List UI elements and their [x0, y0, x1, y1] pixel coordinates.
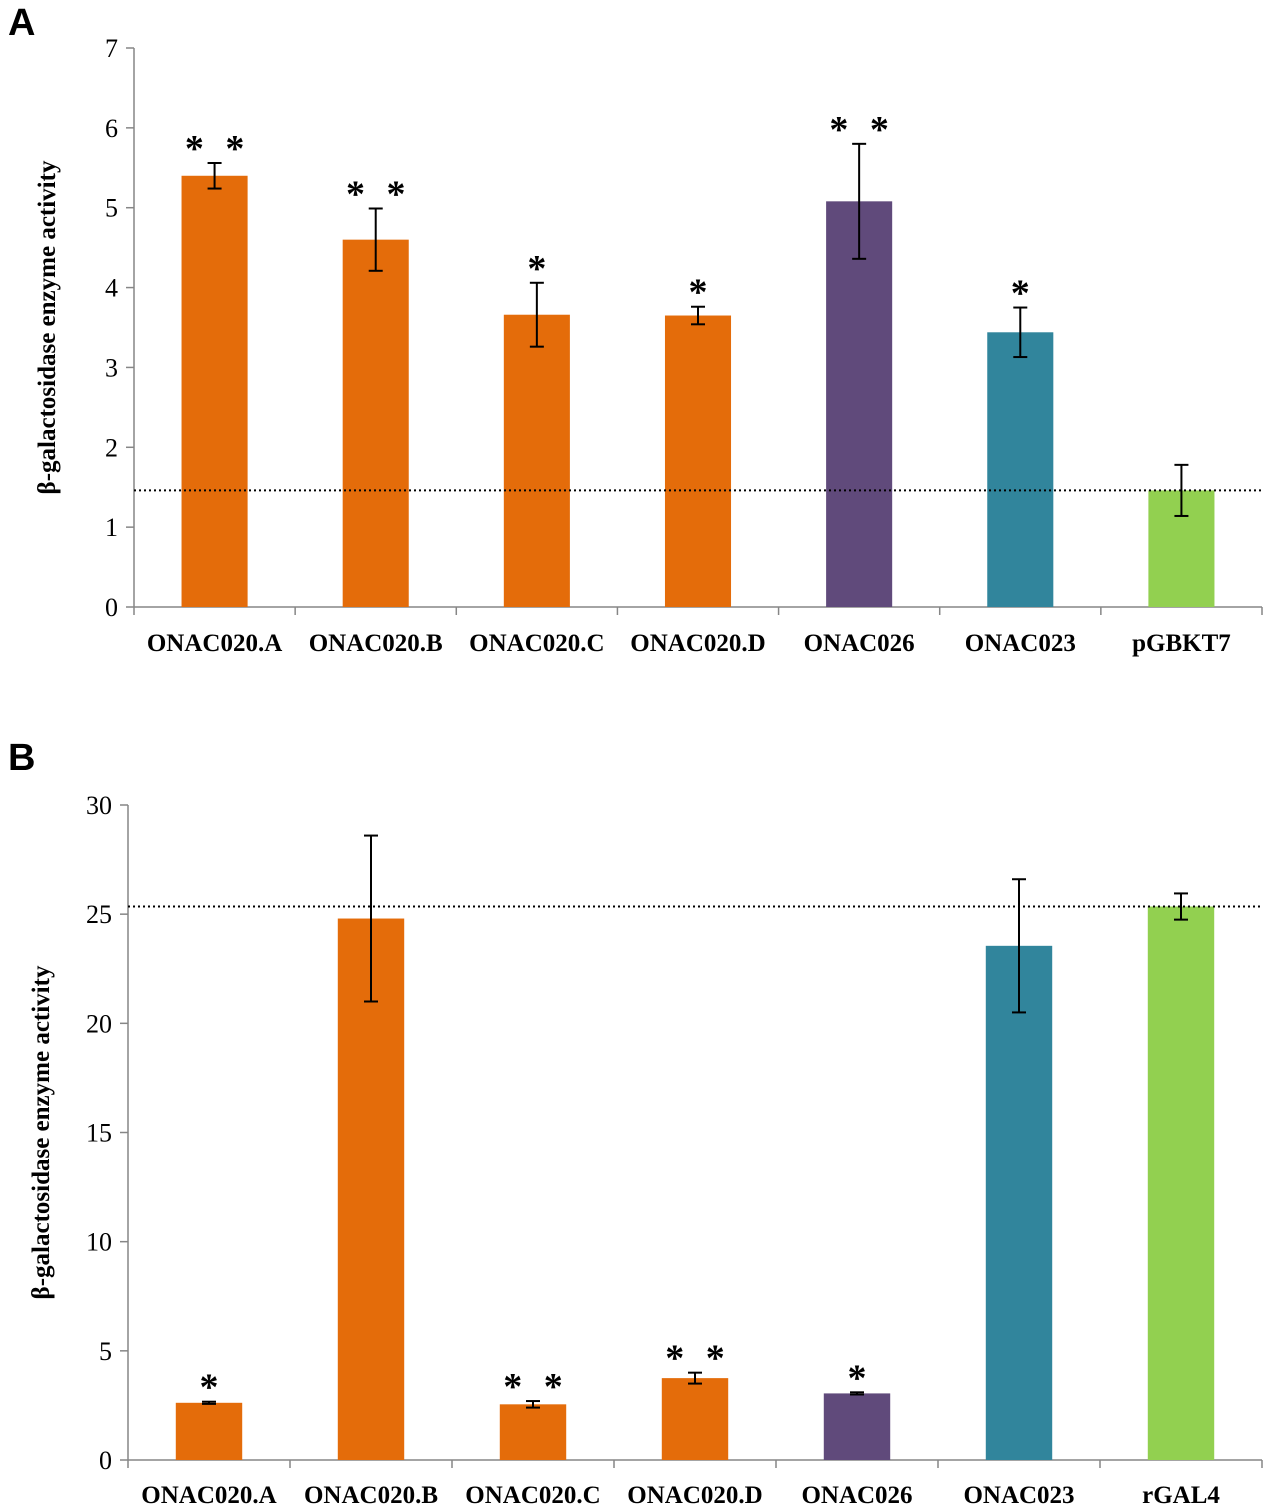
chart-b-category-label: ONAC020.C — [465, 1482, 600, 1507]
bar-chart-a: 0 1 2 3 4 5 6 7 β-galactosidase enzyme activity *… — [34, 34, 1263, 657]
chart-a-bar-onac023 — [987, 332, 1054, 607]
chart-a-bar-onac020-a — [181, 175, 248, 607]
chart-b-category-label: ONAC020.D — [627, 1482, 762, 1507]
chart-a-y-axis-title: β-galactosidase enzyme activity — [34, 160, 61, 494]
chart-b-y-tick-label: 30 — [86, 791, 112, 820]
chart-a-category-label: pGBKT7 — [1132, 630, 1231, 657]
chart-b-bar-onac020-a — [175, 1402, 243, 1460]
chart-a-significance-marker: * * — [346, 174, 412, 216]
chart-a-y-tick-label: 5 — [105, 194, 118, 223]
chart-a-y-tick-label: 4 — [105, 274, 118, 303]
chart-a-significance-marker: * * — [829, 109, 895, 151]
chart-b-bar-onac020-b — [337, 918, 405, 1460]
chart-a-category-label: ONAC020.A — [147, 630, 282, 657]
chart-a-y-tick-label: 2 — [105, 433, 118, 462]
chart-a-category-label: ONAC026 — [804, 630, 915, 657]
chart-b-y-tick-label: 25 — [86, 900, 112, 929]
chart-b-y-tick-label: 0 — [99, 1446, 112, 1475]
chart-a-significance-marker: * — [1011, 273, 1036, 315]
chart-a-bar-onac026 — [826, 201, 893, 607]
chart-a-bar-onac020-c — [503, 314, 570, 607]
chart-b-category-label: ONAC023 — [963, 1482, 1074, 1507]
chart-a-bar-onac020-b — [342, 239, 409, 607]
chart-b-bar-onac020-d — [661, 1378, 729, 1460]
chart-a-y-tick-label: 1 — [105, 513, 118, 542]
chart-b-category-label: ONAC020.A — [141, 1482, 276, 1507]
chart-b-bar-onac026 — [823, 1393, 891, 1460]
chart-a-category-label: ONAC020.B — [309, 630, 443, 657]
chart-b-bar-onac023 — [985, 945, 1053, 1460]
chart-b-significance-marker: * — [200, 1367, 225, 1409]
chart-b-y-tick-label: 10 — [86, 1228, 112, 1257]
chart-b-y-tick-label: 5 — [99, 1337, 112, 1366]
chart-b-bar-onac020-c — [499, 1404, 567, 1460]
chart-panel-b: B 0 5 10 15 20 25 30 β-galactosidase enzyme act… — [0, 735, 1267, 1509]
chart-a-category-label: ONAC020.D — [630, 630, 765, 657]
chart-b-significance-marker: * * — [503, 1366, 569, 1408]
chart-a-y-tick-label: 7 — [105, 34, 118, 63]
chart-a-category-label: ONAC023 — [965, 630, 1076, 657]
chart-b-y-axis-title: β-galactosidase enzyme activity — [28, 965, 55, 1299]
chart-b-significance-marker: * — [848, 1357, 873, 1399]
chart-a-significance-marker: * * — [185, 128, 251, 170]
panel-label-a: A — [8, 2, 36, 44]
chart-a-significance-marker: * — [689, 272, 714, 314]
chart-b-category-label: ONAC026 — [801, 1482, 912, 1507]
chart-b-category-label: rGAL4 — [1142, 1482, 1220, 1507]
chart-a-y-tick-label: 3 — [105, 353, 118, 382]
chart-b-category-label: ONAC020.B — [304, 1482, 438, 1507]
chart-panel-a: A 0 1 2 3 4 5 6 7 β-galactosidase enzyme activit… — [0, 0, 1267, 680]
bar-chart-b: 0 5 10 15 20 25 30 β-galactosidase enzyme activ… — [28, 791, 1263, 1509]
chart-b-y-tick-label: 15 — [86, 1119, 112, 1148]
chart-a-y-tick-label: 6 — [105, 114, 118, 143]
chart-b-significance-marker: * * — [665, 1338, 731, 1380]
chart-a-category-label: ONAC020.C — [469, 630, 604, 657]
chart-b-bar-rgal4 — [1147, 906, 1215, 1460]
panel-label-b: B — [8, 737, 36, 779]
chart-a-y-tick-label: 0 — [105, 593, 118, 622]
chart-a-bar-onac020-d — [664, 315, 732, 607]
chart-b-y-tick-label: 20 — [86, 1009, 112, 1038]
chart-a-significance-marker: * — [527, 248, 552, 290]
